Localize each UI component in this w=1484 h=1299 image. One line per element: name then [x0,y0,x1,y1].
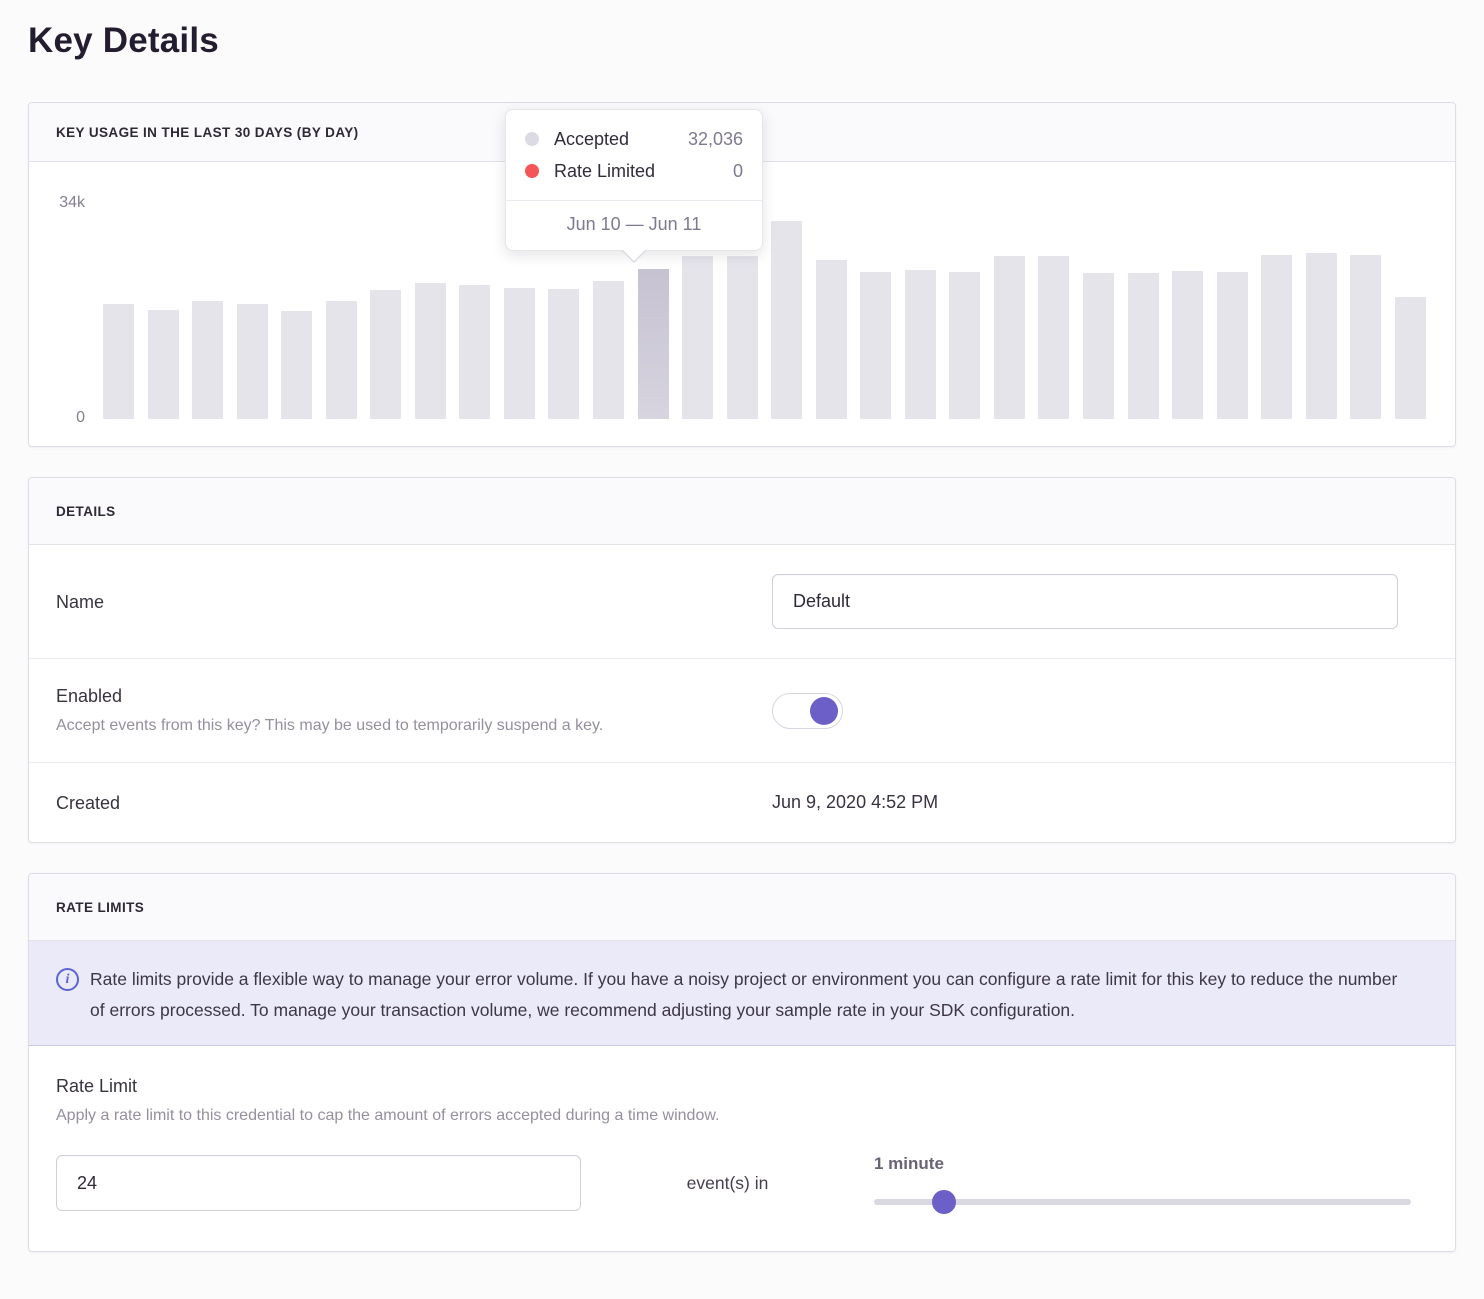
usage-bars [103,202,1426,419]
usage-bar[interactable] [459,284,491,419]
usage-bar[interactable] [1038,256,1070,419]
enabled-label-block: Enabled Accept events from this key? Thi… [56,684,772,737]
rate-limit-window-control: 1 minute [874,1153,1428,1214]
enabled-row: Enabled Accept events from this key? Thi… [29,659,1455,763]
usage-bar[interactable] [593,280,625,419]
rate-limits-panel-title: RATE LIMITS [56,899,145,915]
name-input[interactable] [772,574,1398,629]
details-panel-title: DETAILS [56,503,116,519]
enabled-toggle[interactable] [772,692,843,729]
accepted-dot-icon [525,132,539,146]
page-title: Key Details [28,21,219,60]
usage-bar[interactable] [548,288,580,419]
rate-limits-panel-header: RATE LIMITS [29,874,1455,941]
key-usage-panel-title: KEY USAGE IN THE LAST 30 DAYS (BY DAY) [56,124,359,140]
name-label: Name [56,591,105,612]
created-value: Jun 9, 2020 4:52 PM [772,792,939,812]
chart-tooltip: Accepted 32,036 Rate Limited 0 Jun 10 — … [505,109,763,251]
usage-bar[interactable] [1083,273,1115,419]
usage-bar[interactable] [503,287,535,419]
rate-limit-label: Rate Limit [56,1076,138,1096]
enabled-help-text: Accept events from this key? This may be… [56,717,604,734]
details-panel: DETAILS Name Enabled Accept events from … [28,477,1456,843]
usage-bar[interactable] [904,269,936,419]
details-panel-header: DETAILS [29,478,1455,545]
tooltip-date-range: Jun 10 — Jun 11 [506,200,762,250]
usage-bar[interactable] [192,301,224,419]
y-axis-min-label: 0 [76,409,85,426]
y-axis-max-label: 34k [59,194,85,211]
events-in-label: event(s) in [686,1173,769,1193]
usage-bar[interactable] [1305,252,1337,419]
created-label: Created [56,792,121,813]
usage-bar[interactable] [414,282,446,419]
usage-bar[interactable] [1261,254,1293,419]
usage-bar[interactable] [993,256,1025,419]
rate-limit-count-input[interactable] [56,1155,581,1211]
rate-limited-label: Rate Limited [554,160,656,181]
tooltip-rate-limited-row: Rate Limited 0 [525,155,743,187]
usage-bar[interactable] [1350,254,1382,419]
rate-limited-value: 0 [732,160,743,181]
usage-bar[interactable] [370,289,402,419]
enabled-control [772,692,1428,729]
accepted-value: 32,036 [687,128,743,149]
toggle-knob [810,696,838,725]
rate-limited-dot-icon [525,164,539,178]
accepted-label: Accepted [554,128,630,149]
usage-bar[interactable] [236,304,268,419]
rate-limit-window-value: 1 minute [874,1154,944,1173]
rate-limit-controls: event(s) in 1 minute [56,1153,1428,1214]
usage-bar[interactable] [949,271,981,419]
created-row: Created Jun 9, 2020 4:52 PM [29,763,1455,842]
rate-limit-section: Rate Limit Apply a rate limit to this cr… [29,1046,1455,1251]
usage-bar[interactable] [325,300,357,419]
usage-bar[interactable] [1127,272,1159,419]
usage-bar[interactable] [281,310,313,419]
usage-bar[interactable] [1394,297,1426,419]
slider-thumb[interactable] [931,1190,956,1214]
usage-bar[interactable] [771,220,803,419]
enabled-label: Enabled [56,686,123,706]
tooltip-accepted-row: Accepted 32,036 [525,123,743,155]
usage-bar-hovered[interactable] [637,268,669,419]
rate-limits-alert-text: Rate limits provide a flexible way to ma… [90,969,1398,1020]
info-icon: i [56,968,79,991]
usage-bar[interactable] [682,256,714,419]
usage-bar[interactable] [1172,271,1204,419]
name-control [772,574,1428,629]
created-control: Jun 9, 2020 4:52 PM [772,792,1428,813]
usage-bar[interactable] [103,304,134,419]
usage-bar[interactable] [726,256,758,419]
rate-limits-panel: RATE LIMITS i Rate limits provide a flex… [28,873,1456,1252]
usage-bar[interactable] [1216,271,1248,419]
usage-bar[interactable] [147,309,179,419]
name-row: Name [29,545,1455,659]
name-label-block: Name [56,590,772,614]
created-label-block: Created [56,791,772,815]
usage-bar[interactable] [815,259,847,419]
tooltip-rows: Accepted 32,036 Rate Limited 0 [506,110,762,200]
usage-bar[interactable] [860,271,892,419]
rate-limit-help-text: Apply a rate limit to this credential to… [56,1107,720,1124]
key-usage-panel: KEY USAGE IN THE LAST 30 DAYS (BY DAY) 3… [28,102,1456,447]
rate-limit-window-slider[interactable] [874,1190,1411,1214]
rate-limits-info-alert: i Rate limits provide a flexible way to … [29,941,1455,1046]
